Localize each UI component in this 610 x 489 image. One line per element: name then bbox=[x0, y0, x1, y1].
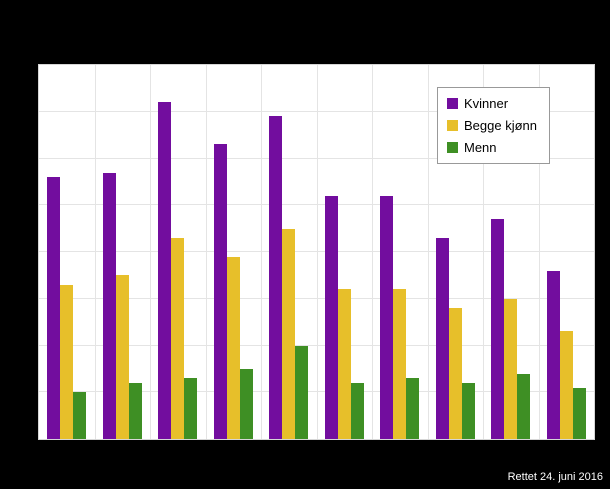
bar-menn bbox=[239, 368, 253, 439]
legend-swatch-menn bbox=[447, 142, 458, 153]
bar-begge-kj-nn bbox=[393, 289, 407, 439]
gridline-vertical bbox=[205, 65, 207, 439]
legend-item-kvinner: Kvinner bbox=[447, 96, 537, 111]
bar-begge-kj-nn bbox=[171, 237, 185, 439]
bar-kvinner bbox=[491, 219, 505, 439]
bar-begge-kj-nn bbox=[337, 289, 351, 439]
gridline-vertical bbox=[316, 65, 318, 439]
bar-kvinner bbox=[47, 177, 61, 439]
gridline-horizontal bbox=[39, 251, 594, 252]
gridline-horizontal bbox=[39, 297, 594, 299]
gridline-vertical bbox=[94, 65, 96, 439]
bar-group bbox=[39, 65, 95, 439]
gridline-vertical bbox=[538, 65, 540, 439]
bar-menn bbox=[517, 373, 531, 439]
bar-kvinner bbox=[324, 195, 338, 439]
bar-begge-kj-nn bbox=[60, 284, 74, 439]
bar-kvinner bbox=[213, 144, 227, 439]
bar-menn bbox=[461, 382, 475, 439]
bar-kvinner bbox=[102, 172, 116, 439]
gridline-horizontal bbox=[39, 391, 594, 393]
legend-item-menn: Menn bbox=[447, 140, 537, 155]
bar-group bbox=[95, 65, 151, 439]
bar-begge-kj-nn bbox=[282, 228, 296, 439]
legend-label-begge-kjonn: Begge kjønn bbox=[464, 118, 537, 133]
legend-swatch-kvinner bbox=[447, 98, 458, 109]
bar-menn bbox=[128, 382, 142, 439]
bar-menn bbox=[350, 382, 364, 439]
bar-begge-kj-nn bbox=[504, 298, 518, 439]
bar-menn bbox=[406, 378, 420, 439]
bar-group bbox=[428, 65, 484, 439]
bar-menn bbox=[295, 345, 309, 439]
bar-kvinner bbox=[546, 270, 560, 439]
gridline-vertical bbox=[483, 65, 484, 439]
bar-menn bbox=[572, 387, 586, 439]
correction-note: Rettet 24. juni 2016 bbox=[507, 471, 603, 483]
bar-menn bbox=[73, 392, 87, 439]
bar-begge-kj-nn bbox=[115, 275, 129, 439]
bars-container bbox=[39, 65, 594, 439]
legend-label-menn: Menn bbox=[464, 140, 497, 155]
bar-group bbox=[261, 65, 317, 439]
gridline-horizontal bbox=[39, 157, 594, 159]
legend-label-kvinner: Kvinner bbox=[464, 96, 509, 111]
legend: Kvinner Begge kjønn Menn bbox=[437, 87, 550, 164]
gridline-horizontal bbox=[39, 110, 594, 112]
gridline-vertical bbox=[150, 65, 151, 439]
legend-swatch-begge-kjonn bbox=[447, 120, 458, 131]
gridline-horizontal bbox=[39, 344, 594, 346]
bar-group bbox=[483, 65, 539, 439]
gridline-vertical bbox=[372, 65, 373, 439]
bar-group bbox=[539, 65, 595, 439]
gridline-horizontal bbox=[39, 204, 594, 206]
bar-group bbox=[317, 65, 373, 439]
bar-begge-kj-nn bbox=[448, 308, 462, 439]
bar-begge-kj-nn bbox=[226, 256, 240, 439]
legend-item-begge-kjonn: Begge kjønn bbox=[447, 118, 537, 133]
bar-kvinner bbox=[435, 237, 449, 439]
bar-kvinner bbox=[269, 116, 283, 439]
bar-group bbox=[150, 65, 206, 439]
gridline-vertical bbox=[261, 65, 262, 439]
plot-area: Kvinner Begge kjønn Menn bbox=[38, 64, 595, 440]
bar-kvinner bbox=[158, 102, 172, 439]
bar-group bbox=[372, 65, 428, 439]
bar-group bbox=[206, 65, 262, 439]
bar-begge-kj-nn bbox=[559, 331, 573, 439]
bar-kvinner bbox=[380, 195, 394, 439]
gridline-vertical bbox=[427, 65, 429, 439]
bar-menn bbox=[184, 378, 198, 439]
